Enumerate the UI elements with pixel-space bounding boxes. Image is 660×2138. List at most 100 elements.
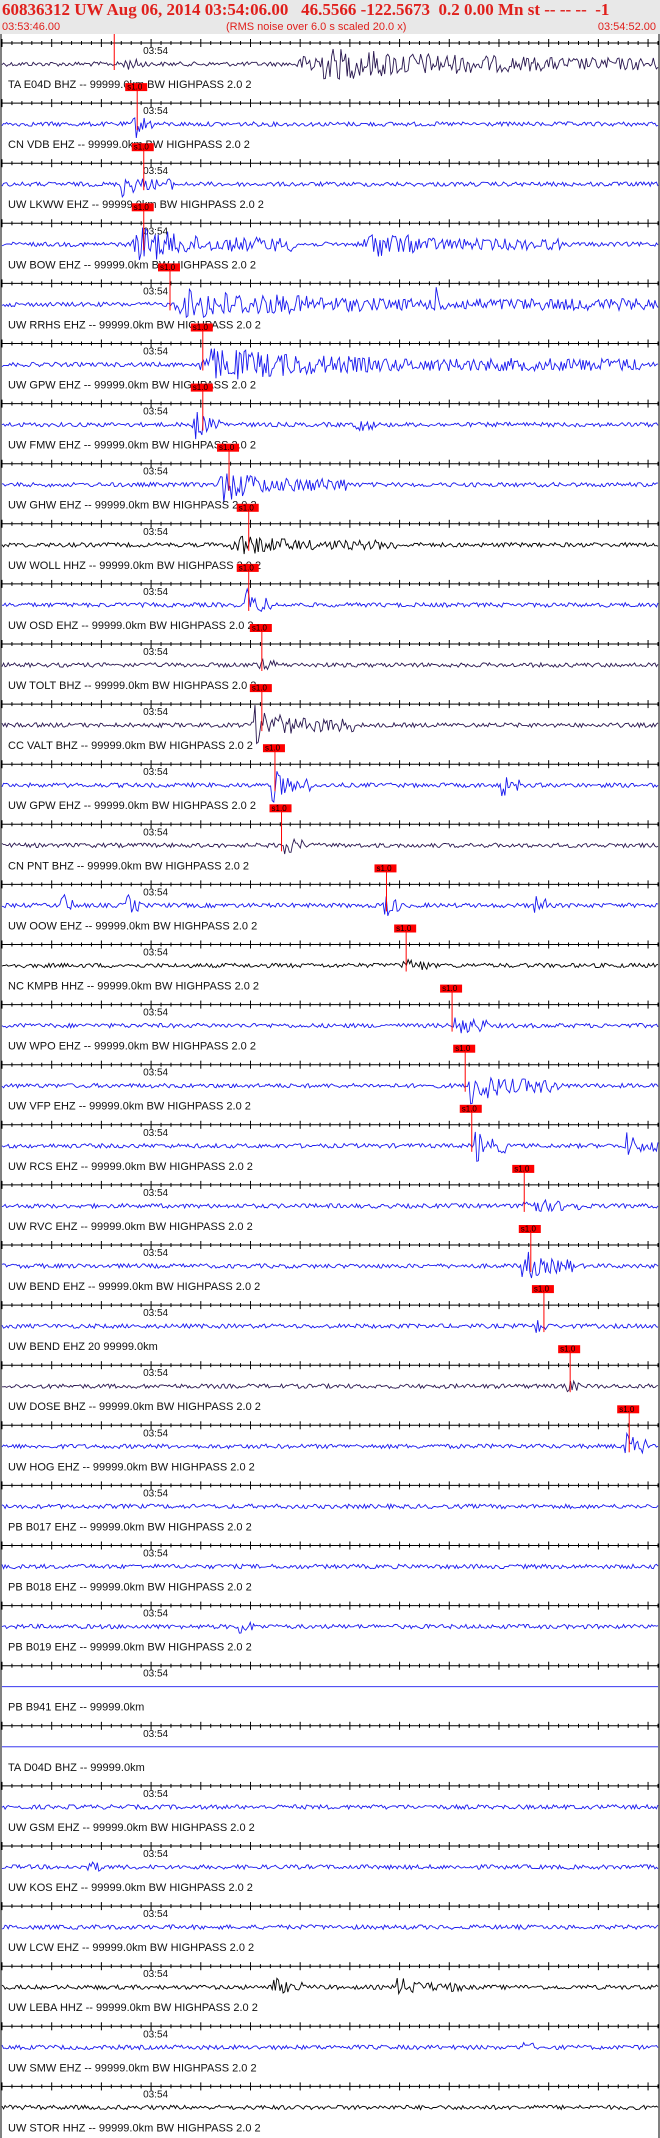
pick-box [249,684,272,693]
waveform [1,178,659,199]
station-label: UW GHW EHZ -- 99999.0km BW HIGHPASS 2.0 … [8,500,257,512]
station-label: UW SMW EHZ -- 99999.0km BW HIGHPASS 2.0 … [8,2062,257,2074]
pick-box [558,1345,581,1354]
waveform [1,893,659,916]
station-label: UW GSM EHZ -- 99999.0km BW HIGHPASS 2.0 … [8,1822,255,1834]
waveform [1,587,659,613]
minute-label: 03:54 [143,286,168,297]
waveform [1,287,659,319]
pick-label: s1.0 [239,563,255,572]
pick-label: s1.0 [376,864,392,873]
waveform [1,1977,659,1996]
minute-label: 03:54 [143,767,168,778]
minute-label: 03:54 [143,647,168,658]
station-label: UW GPW EHZ -- 99999.0km BW HIGHPASS 2.0 … [8,800,256,812]
plot-header: 60836312 UW Aug 06, 2014 03:54:06.00 46.… [0,0,660,34]
pick-box [531,1285,554,1294]
pick-label: s1.0 [239,503,255,512]
waveform [2,1379,659,1393]
pick-box [512,1164,535,1173]
station-label: UW BOW EHZ -- 99999.0km BW HIGHPASS 2.0 … [8,259,256,271]
minute-label: 03:54 [143,2089,168,2100]
waveform [1,1502,659,1510]
minute-label: 03:54 [143,1128,168,1139]
pick-box [131,143,154,152]
pick-box [236,563,259,572]
waveform [1,1251,659,1279]
station-label: UW BEND EHZ -- 99999.0km BW HIGHPASS 2.0… [8,1281,260,1293]
minute-label: 03:54 [143,467,168,478]
waveform [1,535,659,555]
minute-label: 03:54 [143,1669,168,1680]
station-label: UW RCS EHZ -- 99999.0km BW HIGHPASS 2.0 … [8,1161,253,1173]
station-label: UW OSD EHZ -- 99999.0km BW HIGHPASS 2.0 … [8,620,254,632]
minute-label: 03:54 [143,1308,168,1319]
waveform [1,473,658,503]
waveform [1,117,659,139]
station-label: CC VALT BHZ -- 99999.0km BW HIGHPASS 2.0… [8,740,253,752]
pick-label: s1.0 [265,744,281,753]
pick-label: s1.0 [193,323,209,332]
station-label: UW HOG EHZ -- 99999.0km BW HIGHPASS 2.0 … [8,1461,255,1473]
minute-label: 03:54 [143,1368,168,1379]
minute-label: 03:54 [143,2029,168,2040]
station-label: UW LEBA HHZ -- 99999.0km BW HIGHPASS 2.0… [8,2002,258,2014]
minute-label: 03:54 [143,1549,168,1560]
pick-label: s1.0 [127,83,143,92]
minute-label: 03:54 [143,106,168,117]
end-time: 03:54:52.00 [597,21,656,33]
station-label: PB B017 EHZ -- 99999.0km BW HIGHPASS 2.0… [8,1521,252,1533]
waveform [1,837,659,855]
waveform [1,705,659,745]
station-label: UW FMW EHZ -- 99999.0km BW HIGHPASS 2.0 … [8,440,256,452]
pick-box [249,624,272,632]
pick-box [269,804,292,813]
minute-label: 03:54 [143,1488,168,1499]
station-label: UW LCW EHZ -- 99999.0km BW HIGHPASS 2.0 … [8,1942,254,1954]
minute-label: 03:54 [143,587,168,598]
minute-label: 03:54 [143,827,168,838]
pick-label: s1.0 [134,143,150,152]
waveform [1,1198,659,1213]
minute-label: 03:54 [143,1068,168,1079]
station-label: CN PNT BHZ -- 99999.0km BW HIGHPASS 2.0 … [8,860,249,872]
minute-label: 03:54 [143,1789,168,1800]
station-label: UW WPO EHZ -- 99999.0km BW HIGHPASS 2.0 … [8,1041,256,1053]
station-label: UW WOLL HHZ -- 99999.0km BW HIGHPASS 2.0… [8,560,261,572]
pick-label: s1.0 [462,1104,478,1113]
waveform [1,2104,659,2111]
station-label: UW KOS EHZ -- 99999.0km BW HIGHPASS 2.0 … [8,1882,253,1894]
station-label: PB B018 EHZ -- 99999.0km BW HIGHPASS 2.0… [8,1582,252,1594]
pick-label: s1.0 [134,203,150,212]
station-label: CN VDB EHZ -- 99999.0km BW HIGHPASS 2.0 … [8,139,250,151]
minute-label: 03:54 [143,1008,168,1019]
pick-box [518,1225,541,1233]
pick-box [190,383,213,392]
minute-label: 03:54 [143,166,168,177]
minute-label: 03:54 [143,1248,168,1259]
pick-label: s1.0 [219,443,235,452]
minute-label: 03:54 [143,887,168,898]
pick-box [262,744,285,753]
pick-label: s1.0 [272,804,288,813]
pick-box [190,323,213,332]
station-label: UW GPW EHZ -- 99999.0km BW HIGHPASS 2.0 … [8,380,256,392]
waveform [1,1803,659,1811]
waveform [1,1017,659,1034]
minute-label: 03:54 [143,226,168,237]
waveform [1,657,659,671]
station-label: UW TOLT BHZ -- 99999.0km BW HIGHPASS 2.0… [8,680,256,692]
station-label: UW BEND EHZ 20 99999.0km [8,1341,158,1353]
pick-box [236,503,259,512]
minute-label: 03:54 [143,527,168,538]
pick-label: s1.0 [619,1405,635,1414]
waveform [1,411,659,440]
rms-note: (RMS noise over 6.0 s scaled 20.0 x) [226,21,407,33]
waveform [1,1431,659,1455]
station-label: UW OOW EHZ -- 99999.0km BW HIGHPASS 2.0 … [8,920,257,932]
pick-label: s1.0 [521,1225,537,1234]
waveform [1,1320,659,1333]
pick-label: s1.0 [396,924,412,933]
pick-label: s1.0 [514,1164,530,1173]
